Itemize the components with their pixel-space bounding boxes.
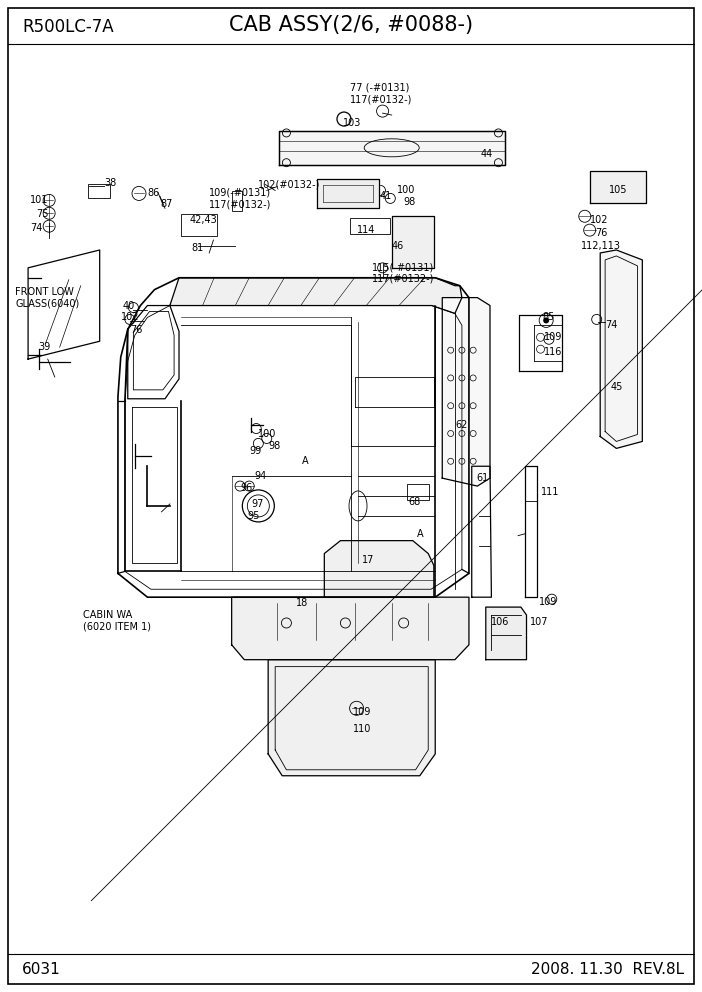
Text: 100: 100 — [258, 430, 277, 439]
Text: 107: 107 — [530, 617, 548, 627]
Text: 109(-#0131)
117(#0132-): 109(-#0131) 117(#0132-) — [209, 187, 272, 209]
Text: 74: 74 — [30, 223, 43, 233]
Polygon shape — [442, 298, 490, 486]
Text: 77 (-#0131)
117(#0132-): 77 (-#0131) 117(#0132-) — [350, 82, 412, 104]
Text: R500LC-7A: R500LC-7A — [22, 18, 114, 36]
Text: 110: 110 — [353, 724, 371, 734]
Text: 76: 76 — [130, 325, 143, 335]
Text: 100: 100 — [397, 186, 415, 195]
Polygon shape — [324, 541, 434, 597]
Text: 62: 62 — [455, 420, 468, 430]
Text: 68: 68 — [409, 497, 420, 507]
Text: 102: 102 — [590, 215, 608, 225]
Text: 109: 109 — [539, 597, 557, 607]
Polygon shape — [590, 171, 646, 203]
Circle shape — [543, 317, 549, 323]
Text: 40: 40 — [123, 301, 135, 310]
Bar — [232, 191, 241, 211]
Text: 6031: 6031 — [22, 962, 61, 977]
Bar — [407, 484, 429, 500]
Polygon shape — [232, 597, 469, 660]
Text: 18: 18 — [296, 598, 308, 608]
Text: 106: 106 — [491, 617, 510, 627]
Text: 102: 102 — [121, 312, 140, 322]
Text: 109: 109 — [353, 707, 371, 717]
Text: 17: 17 — [362, 556, 374, 565]
Text: 44: 44 — [481, 149, 493, 159]
Text: 98: 98 — [404, 197, 416, 207]
Text: CABIN WA
(6020 ITEM 1): CABIN WA (6020 ITEM 1) — [83, 610, 151, 632]
Polygon shape — [392, 216, 434, 268]
Text: 46: 46 — [392, 241, 404, 251]
Text: 109: 109 — [544, 332, 562, 342]
Text: 105: 105 — [609, 186, 628, 195]
Text: A: A — [302, 456, 308, 466]
Text: 86: 86 — [147, 188, 159, 198]
Text: 99: 99 — [249, 446, 261, 456]
Text: 95: 95 — [247, 511, 260, 521]
Text: 76: 76 — [595, 228, 608, 238]
Text: 98: 98 — [268, 441, 280, 451]
Polygon shape — [486, 607, 526, 660]
Text: 75: 75 — [37, 209, 49, 219]
Text: 101: 101 — [30, 195, 48, 205]
Text: 94: 94 — [254, 471, 266, 481]
Text: 38: 38 — [104, 178, 116, 187]
Text: 81: 81 — [191, 243, 203, 253]
Text: 97: 97 — [251, 499, 264, 509]
Text: 74: 74 — [605, 320, 618, 330]
Text: 39: 39 — [39, 342, 51, 352]
Polygon shape — [268, 660, 435, 776]
Polygon shape — [170, 278, 462, 313]
Polygon shape — [279, 131, 505, 165]
Text: 45: 45 — [611, 382, 623, 392]
Polygon shape — [600, 250, 642, 448]
Text: CAB ASSY(2/6, #0088-): CAB ASSY(2/6, #0088-) — [229, 15, 473, 35]
Text: 41: 41 — [379, 191, 391, 201]
Text: 114: 114 — [357, 225, 375, 235]
Bar — [88, 185, 110, 198]
Text: 61: 61 — [476, 473, 488, 483]
Text: 42,43: 42,43 — [190, 215, 218, 225]
Text: 103: 103 — [343, 118, 361, 128]
Text: 87: 87 — [160, 199, 173, 209]
Bar — [350, 218, 390, 234]
Text: 112,113: 112,113 — [581, 241, 621, 251]
Text: 115(-#0131)
117(#0132-): 115(-#0131) 117(#0132-) — [372, 262, 435, 284]
Bar — [181, 214, 217, 236]
Text: FRONT LOW
GLASS(6040): FRONT LOW GLASS(6040) — [15, 287, 80, 309]
Text: 85: 85 — [542, 312, 555, 322]
Text: A: A — [417, 529, 423, 539]
Polygon shape — [317, 179, 379, 208]
Text: 102(#0132-): 102(#0132-) — [258, 180, 321, 189]
Text: 111: 111 — [541, 487, 559, 497]
Text: 96: 96 — [240, 483, 252, 493]
Text: 116: 116 — [544, 347, 562, 357]
Text: 2008. 11.30  REV.8L: 2008. 11.30 REV.8L — [531, 962, 684, 977]
